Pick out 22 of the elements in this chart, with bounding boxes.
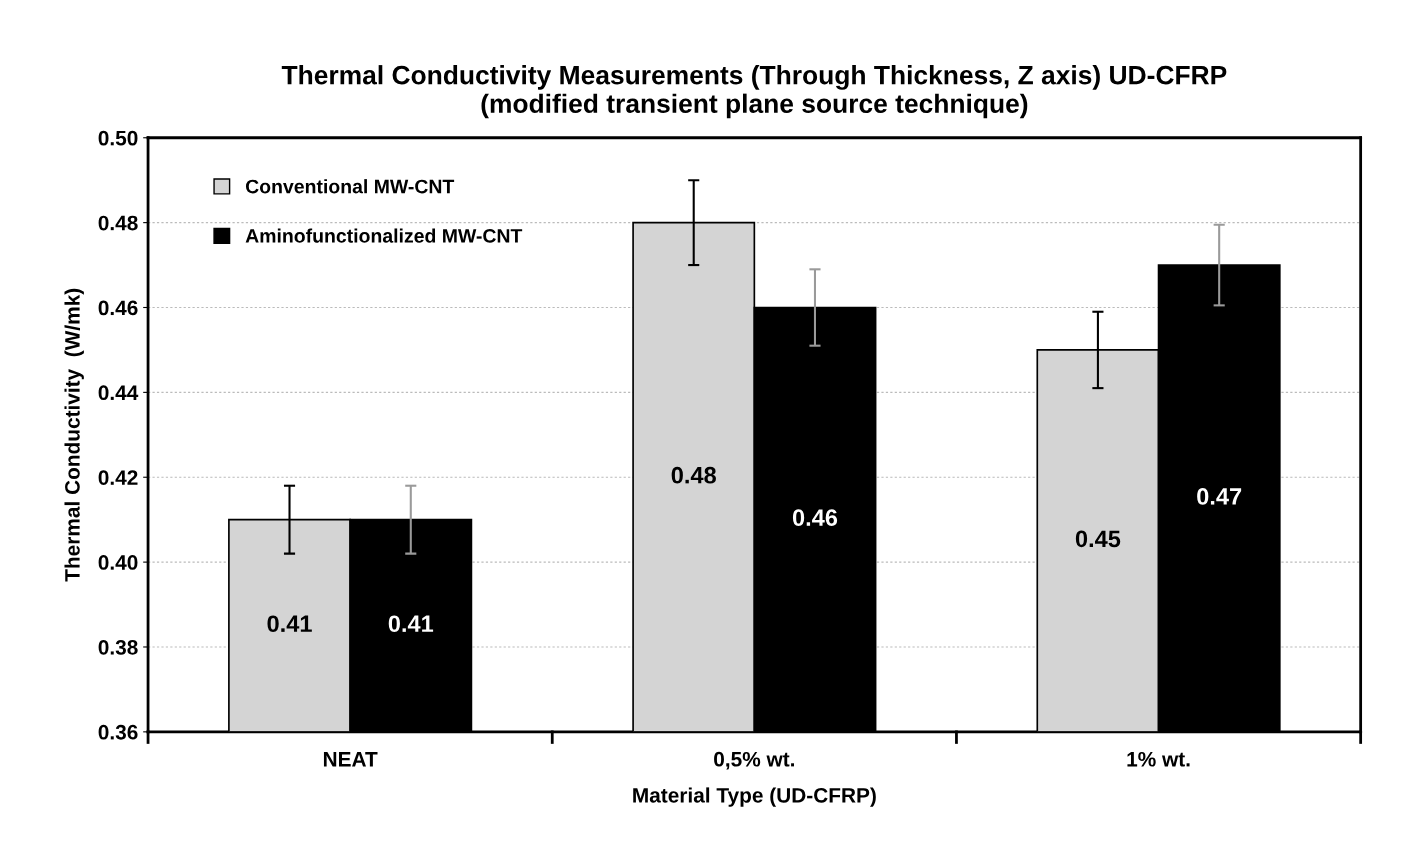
y-tick-label: 0.50 [98,130,138,146]
data-label: 0.46 [792,509,838,527]
y-tick-label: 0.36 [98,724,138,740]
legend-label: Aminofunctionalized MW-CNT [245,228,523,243]
x-tick-label: NEAT [323,752,378,767]
x-tick-label: 0,5% wt. [714,751,795,770]
legend-label: Conventional MW-CNT [245,179,455,194]
y-tick-label: 0.46 [98,300,138,316]
y-axis-title: Thermal Conductivity (W/mk) [64,288,84,582]
y-tick-label: 0.42 [98,470,138,485]
x-tick-label: 1% wt. [1127,751,1190,767]
y-tick-label: 0.48 [98,215,138,231]
y-tick-label: 0.40 [98,555,138,570]
y-tick-label: 0.44 [98,385,139,401]
y-tick-label: 0.38 [98,639,138,655]
x-axis-title: Material Type (UD-CFRP) [633,787,876,807]
data-label: 0.41 [267,615,312,633]
chart-title: Thermal Conductivity Measurements (Through Thickness, Z axis) UD-CFRP (modified transient plane source technique) [281,65,1227,119]
data-label: 0.47 [1197,488,1242,505]
data-label: 0.41 [388,615,434,633]
data-label: 0.45 [1075,530,1121,548]
data-label: 0.48 [671,466,716,484]
